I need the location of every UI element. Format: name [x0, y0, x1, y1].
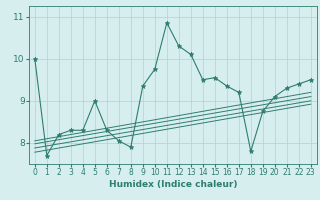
X-axis label: Humidex (Indice chaleur): Humidex (Indice chaleur)	[108, 180, 237, 189]
